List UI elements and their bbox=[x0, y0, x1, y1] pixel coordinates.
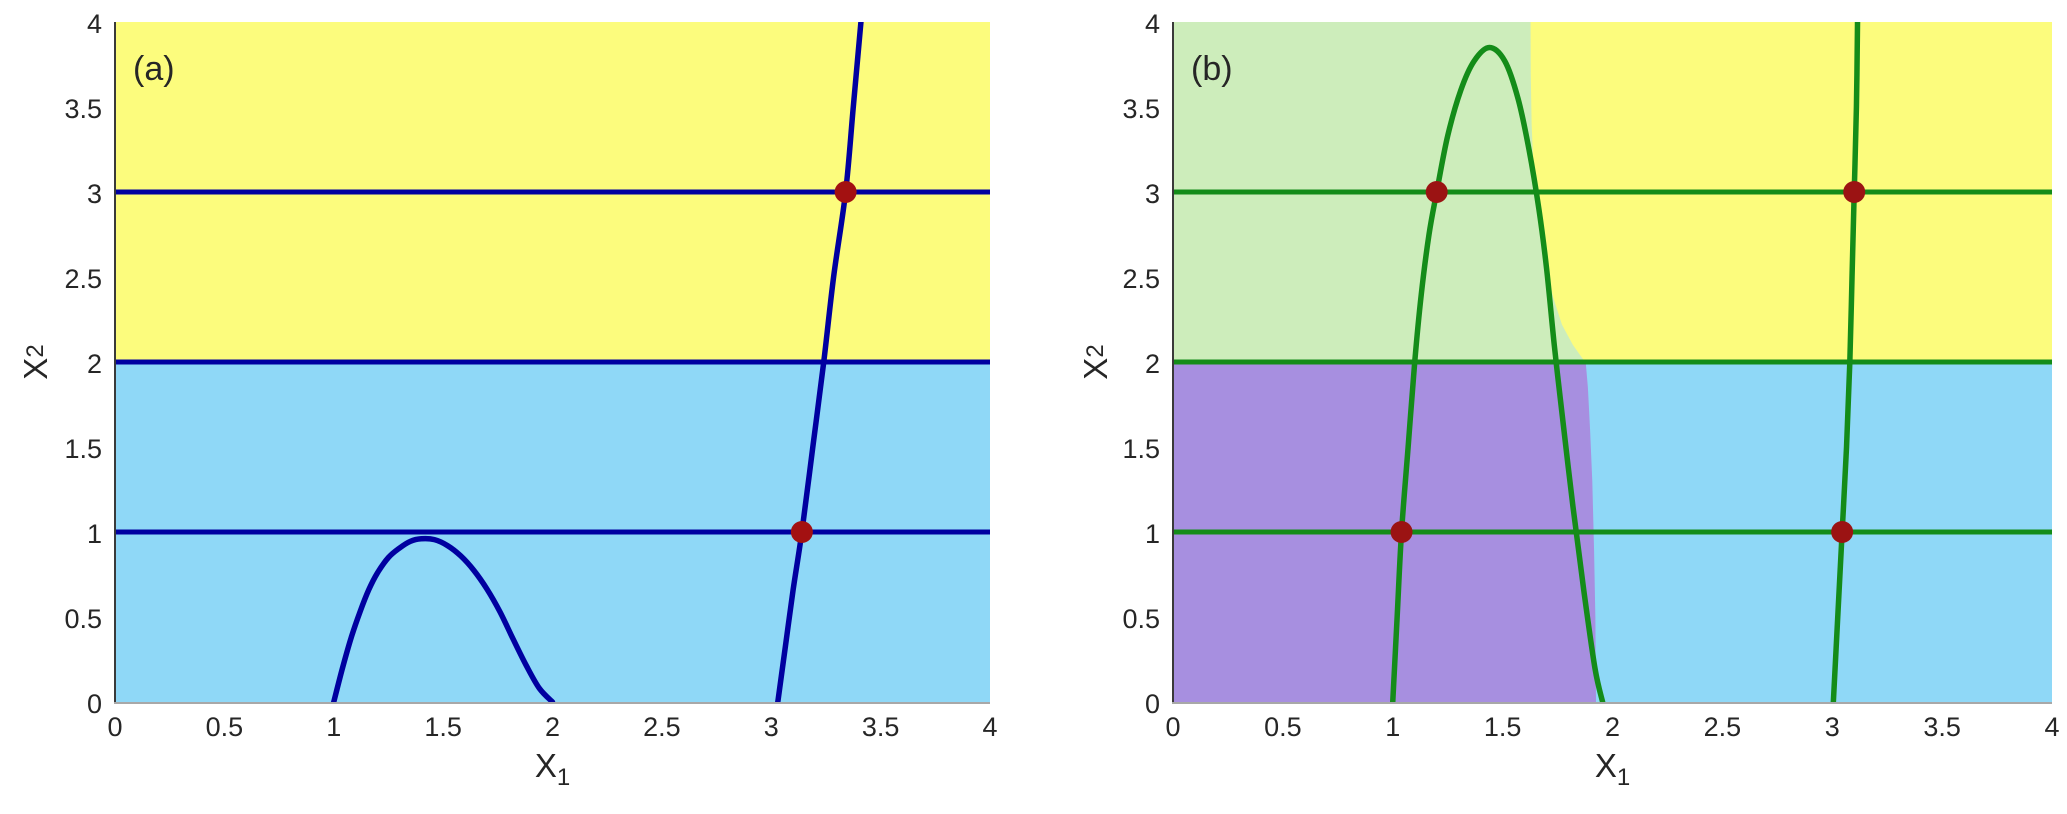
x-tick-label: 3.5 bbox=[861, 712, 900, 742]
nullcline-rising-curve bbox=[775, 22, 864, 702]
y-tick-label: 1.5 bbox=[1122, 434, 1160, 464]
equilibrium-point bbox=[1831, 521, 1854, 543]
panel-label: (b) bbox=[1191, 50, 1233, 88]
y-tick-label: 3.5 bbox=[1122, 94, 1160, 124]
x-tick-label: 0.5 bbox=[205, 712, 244, 742]
x-axis-label-base: X bbox=[534, 747, 557, 784]
x-axis-label-sub: 1 bbox=[1616, 764, 1631, 791]
panel-label: (a) bbox=[133, 50, 175, 88]
y-tick-label: 0 bbox=[1144, 689, 1160, 719]
x-tick-label: 3.5 bbox=[1923, 712, 1961, 742]
x-tick-label: 1 bbox=[1385, 712, 1401, 742]
y-tick-label: 1 bbox=[1144, 519, 1160, 549]
x-tick-label: 0 bbox=[1165, 712, 1181, 742]
equilibrium-point bbox=[1425, 181, 1448, 203]
equilibrium-point bbox=[834, 181, 857, 203]
equilibrium-point bbox=[1843, 181, 1866, 203]
x-axis-label: X1 bbox=[453, 746, 653, 798]
x-tick-label: 3 bbox=[763, 712, 779, 742]
x-tick-label: 4 bbox=[2044, 712, 2060, 742]
y-tick-label: 0 bbox=[86, 689, 102, 719]
x-tick-label: 1 bbox=[326, 712, 342, 742]
x-axis-label: X1 bbox=[1513, 746, 1713, 798]
y-tick-label: 0.5 bbox=[1122, 604, 1160, 634]
y-tick-label: 4 bbox=[86, 9, 102, 39]
y-axis-label-sub: 2 bbox=[22, 344, 49, 358]
x-axis-label-sub: 1 bbox=[556, 764, 571, 791]
y-tick-label: 1.5 bbox=[64, 434, 102, 464]
y-axis-label-base: X bbox=[17, 357, 54, 380]
equilibrium-point bbox=[1390, 521, 1413, 543]
x-tick-label: 2 bbox=[1604, 712, 1621, 742]
nullcline-hump-curve bbox=[331, 535, 556, 702]
nullcline-rising-curve bbox=[1830, 22, 1861, 702]
y-tick-label: 3 bbox=[1144, 179, 1160, 209]
plot-area-(a) bbox=[115, 22, 990, 702]
y-tick-label: 0.5 bbox=[64, 604, 102, 634]
y-tick-label: 3.5 bbox=[64, 94, 102, 124]
x-tick-label: 2.5 bbox=[1703, 712, 1742, 742]
x-tick-label: 0 bbox=[107, 712, 123, 742]
y-tick-label: 2.5 bbox=[1122, 264, 1160, 294]
y-axis-label-sub: 2 bbox=[1082, 344, 1109, 358]
x-tick-label: 1.5 bbox=[1483, 712, 1522, 742]
y-tick-label: 3 bbox=[86, 179, 102, 209]
y-tick-label: 2 bbox=[86, 349, 102, 379]
x-tick-label: 2 bbox=[544, 712, 561, 742]
y-axis-label-base: X bbox=[1077, 357, 1114, 380]
nullcline-tall-parabola-curve bbox=[1390, 44, 1606, 702]
x-axis-label-base: X bbox=[1594, 747, 1617, 784]
y-tick-label: 2 bbox=[1144, 349, 1160, 379]
x-tick-label: 1.5 bbox=[424, 712, 462, 742]
x-tick-label: 2.5 bbox=[643, 712, 681, 742]
x-tick-label: 0.5 bbox=[1264, 712, 1302, 742]
equilibrium-point bbox=[790, 521, 813, 543]
y-tick-label: 2.5 bbox=[64, 264, 102, 294]
x-tick-label: 4 bbox=[982, 712, 998, 742]
y-tick-label: 4 bbox=[1144, 9, 1160, 39]
y-tick-label: 1 bbox=[86, 519, 102, 549]
plot-area-(b) bbox=[1173, 22, 2052, 702]
x-tick-label: 3 bbox=[1824, 712, 1840, 742]
